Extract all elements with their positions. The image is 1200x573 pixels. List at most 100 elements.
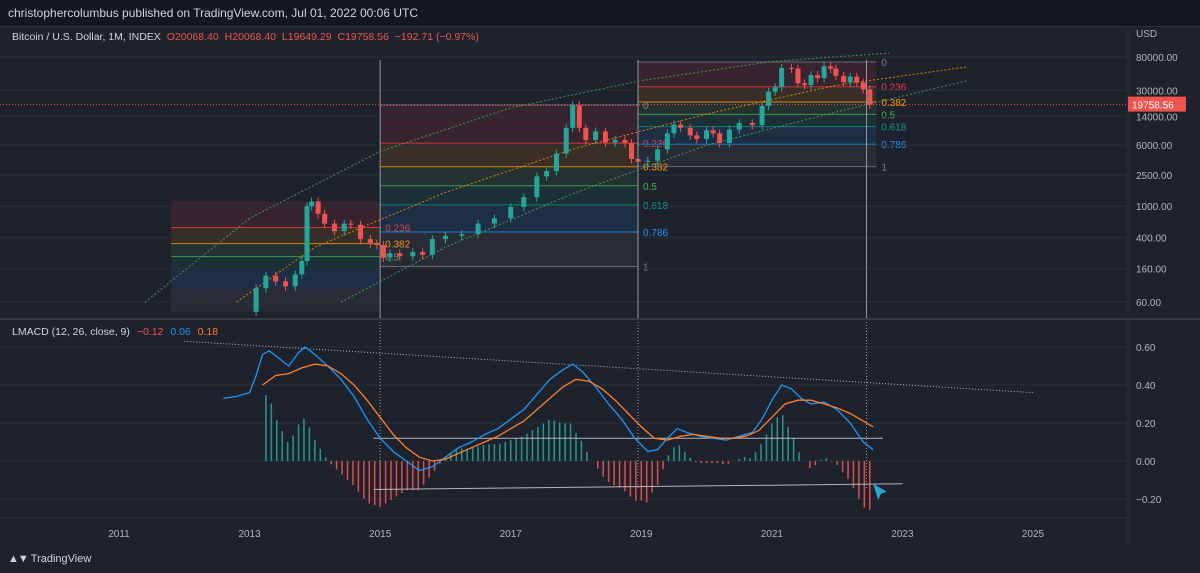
candle-body: [726, 129, 732, 143]
fib-zone: [380, 166, 639, 186]
price-tick-label: 1000.00: [1136, 202, 1173, 213]
x-tick-label: 2011: [108, 529, 130, 540]
tradingview-logo-icon: ▲▼: [8, 553, 29, 565]
price-legend: Bitcoin / U.S. Dollar, 1M, INDEX O20068.…: [12, 31, 479, 43]
macd-legend: LMACD (12, 26, close, 9) −0.12 0.06 0.18: [12, 326, 218, 338]
candle-body: [671, 124, 677, 134]
candle-body: [645, 160, 651, 162]
fib-level-label: 0.236: [881, 83, 906, 94]
candle-body: [749, 123, 755, 126]
candle-body: [612, 139, 618, 143]
regression-curve: [340, 80, 968, 303]
candle-body: [544, 171, 550, 177]
close-value: C19758.56: [337, 31, 389, 43]
fib-level-label: 0.786: [643, 228, 668, 239]
candle-body: [717, 133, 723, 143]
fib-zone: [171, 243, 381, 257]
candle-body: [292, 274, 298, 287]
candle-body: [867, 89, 873, 105]
x-tick-label: 2017: [500, 529, 523, 540]
candle-body: [677, 124, 683, 128]
fib-level-label: 0.382: [385, 240, 410, 251]
macd-tick-label: 0.20: [1136, 419, 1156, 430]
candle-body: [341, 223, 347, 232]
candle-body: [847, 76, 853, 83]
candle-body: [429, 239, 435, 255]
price-axis-label: USD: [1136, 29, 1157, 40]
candle-body: [576, 105, 582, 128]
candle-body: [766, 91, 772, 106]
candle-body: [410, 252, 416, 257]
candle-body: [273, 275, 279, 282]
fib-level-label: 0.5: [643, 182, 657, 193]
macd-resistance-trendline: [184, 340, 1034, 394]
candle-body: [795, 68, 801, 84]
candle-body: [397, 253, 403, 257]
symbol-label: Bitcoin / U.S. Dollar, 1M, INDEX: [12, 31, 161, 43]
macd-support-trendline: [373, 483, 903, 490]
fib-zone: [638, 144, 877, 167]
macd-line: [223, 346, 874, 472]
price-tick-label: 160.00: [1136, 265, 1167, 276]
signal-line: [262, 363, 874, 462]
price-tick-label: 400.00: [1136, 233, 1167, 244]
candle-body: [304, 206, 310, 262]
candle-body: [459, 234, 465, 236]
candle-body: [367, 239, 373, 244]
candle-body: [282, 281, 288, 287]
price-tick-label: 6000.00: [1136, 141, 1173, 152]
low-value: L19649.29: [281, 31, 332, 43]
fib-zone: [638, 126, 877, 145]
candle-body: [802, 83, 807, 86]
candle-body: [593, 131, 599, 140]
candle-body: [299, 261, 305, 275]
macd-value: −0.12: [136, 326, 164, 338]
candle-body: [553, 153, 559, 172]
signal-value: 0.06: [170, 326, 191, 338]
candle-body: [563, 127, 569, 154]
candle-body: [655, 149, 661, 161]
tradingview-logo[interactable]: ▲▼ TradingView: [8, 553, 91, 565]
candle-body: [841, 75, 847, 83]
candle-body: [833, 68, 839, 76]
fib-level-label: 0: [881, 58, 887, 69]
fib-level-label: 0.786: [881, 140, 906, 151]
fib-zone: [638, 101, 877, 115]
footer: ▲▼ TradingView: [0, 545, 1200, 573]
candle-body: [253, 288, 259, 312]
fib-zone: [638, 86, 877, 102]
fib-level-label: 0: [643, 101, 649, 112]
price-tick-label: 60.00: [1136, 298, 1161, 309]
open-value: O20068.40: [166, 31, 219, 43]
fib-zone: [171, 227, 381, 244]
candle-body: [387, 253, 393, 258]
fib-level-label: 0.382: [643, 163, 668, 174]
candle-body: [710, 130, 716, 134]
fib-zone: [380, 105, 639, 144]
price-tick-label: 80000.00: [1136, 53, 1178, 64]
price-tick-label: 30000.00: [1136, 86, 1178, 97]
candle-body: [854, 76, 860, 83]
candle-body: [704, 130, 710, 139]
fib-level-label: 0.236: [385, 223, 410, 234]
candle-body: [348, 223, 354, 225]
candle-body: [508, 206, 514, 219]
fib-zone: [171, 256, 381, 270]
fib-level-label: 0.5: [385, 253, 399, 264]
fib-zone: [171, 201, 381, 228]
candle-body: [263, 275, 269, 289]
candle-body: [664, 133, 670, 150]
candle-body: [828, 66, 834, 69]
published-text: christophercolumbus published on Trading…: [8, 6, 419, 20]
hist-value: 0.18: [197, 326, 219, 338]
candle-body: [694, 135, 700, 139]
macd-tick-label: 0.00: [1136, 457, 1156, 468]
candle-body: [622, 139, 628, 143]
x-tick-label: 2021: [761, 529, 784, 540]
candle-body: [815, 75, 821, 79]
candle-body: [534, 176, 540, 198]
x-tick-label: 2025: [1022, 529, 1045, 540]
candle-body: [475, 223, 481, 235]
candle-body: [322, 213, 328, 224]
